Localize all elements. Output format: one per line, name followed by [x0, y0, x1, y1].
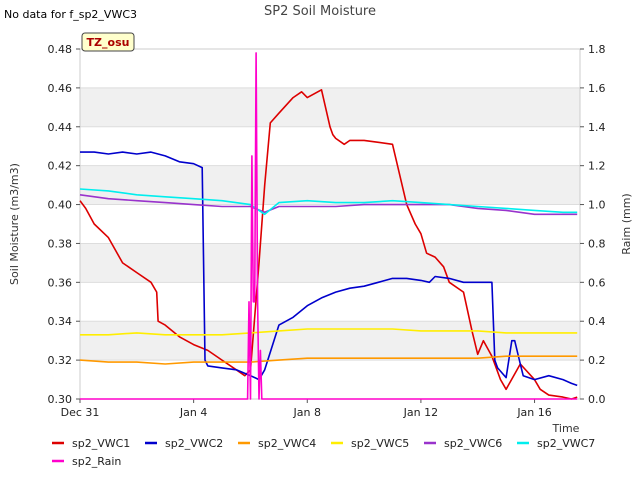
legend-label-sp2_VWC4: sp2_VWC4: [258, 437, 316, 450]
chart-title: SP2 Soil Moisture: [264, 4, 376, 19]
legend-label-sp2_VWC5: sp2_VWC5: [351, 437, 409, 450]
series-line-sp2_VWC7: [79, 188, 578, 216]
site-label-box: TZ_osu: [81, 32, 135, 52]
y-tick-label: 0.38: [48, 237, 73, 250]
series-layer: [79, 52, 578, 400]
x-tick-label: Dec 31: [61, 406, 100, 419]
y2-tick-label: 0.4: [588, 315, 606, 328]
y-tick-label: 0.34: [48, 315, 73, 328]
legend-label-sp2_VWC6: sp2_VWC6: [444, 437, 502, 450]
x-axis-label: Time: [552, 422, 580, 435]
y-tick-label: 0.48: [48, 43, 73, 56]
y2-tick-label: 0.2: [588, 354, 606, 367]
y2-tick-label: 1.0: [588, 199, 606, 212]
y2-tick-label: 0.0: [588, 393, 606, 406]
y2-axis-label: Raim (mm): [620, 193, 633, 254]
y2-tick-label: 1.6: [588, 82, 606, 95]
no-data-note: No data for f_sp2_VWC3: [4, 8, 137, 21]
legend: sp2_VWC1 sp2_VWC2 sp2_VWC4 sp2_VWC5 sp2_VWC6…: [52, 437, 595, 468]
legend-label-sp2_Rain: sp2_Rain: [72, 455, 121, 468]
grid-band: [80, 243, 580, 283]
grid-band: [80, 165, 580, 205]
y2-tick-label: 1.8: [588, 43, 606, 56]
y-tick-label: 0.36: [48, 276, 73, 289]
series-line-sp2_VWC5: [80, 328, 578, 336]
y-tick-label: 0.44: [48, 121, 73, 134]
grid-bands: [80, 48, 580, 400]
series-line-sp2_VWC6: [79, 194, 578, 216]
legend-label-sp2_VWC1: sp2_VWC1: [72, 437, 130, 450]
y-tick-label: 0.32: [48, 354, 73, 367]
y-tick-label: 0.40: [48, 199, 73, 212]
grid-band: [80, 87, 580, 127]
y2-tick-label: 1.2: [588, 160, 606, 173]
x-tick-label: Jan 4: [179, 406, 207, 419]
y-tick-label: 0.42: [48, 160, 73, 173]
series-line-sp2_Rain: [80, 52, 578, 400]
grid-band: [80, 321, 580, 361]
y-tick-label: 0.46: [48, 82, 73, 95]
legend-label-sp2_VWC7: sp2_VWC7: [537, 437, 595, 450]
series-line-sp2_VWC1: [79, 89, 578, 400]
y2-tick-label: 0.6: [588, 276, 606, 289]
legend-label-sp2_VWC2: sp2_VWC2: [165, 437, 223, 450]
y2-tick-label: 0.8: [588, 237, 606, 250]
x-tick-label: Jan 8: [293, 406, 321, 419]
y-axis-label: Soil Moisture (m3/m3): [8, 163, 21, 285]
y2-tick-label: 1.4: [588, 121, 606, 134]
x-tick-label: Jan 16: [516, 406, 551, 419]
site-label: TZ_osu: [87, 36, 130, 49]
axis-ticks: 0.30 0.32 0.34 0.36 0.38 0.40 0.42 0.44 0.46 0.48…: [48, 43, 606, 419]
series-line-sp2_VWC2: [80, 151, 578, 387]
y-tick-label: 0.30: [48, 393, 73, 406]
x-tick-label: Jan 12: [403, 406, 438, 419]
series-line-sp2_VWC4: [79, 355, 578, 365]
